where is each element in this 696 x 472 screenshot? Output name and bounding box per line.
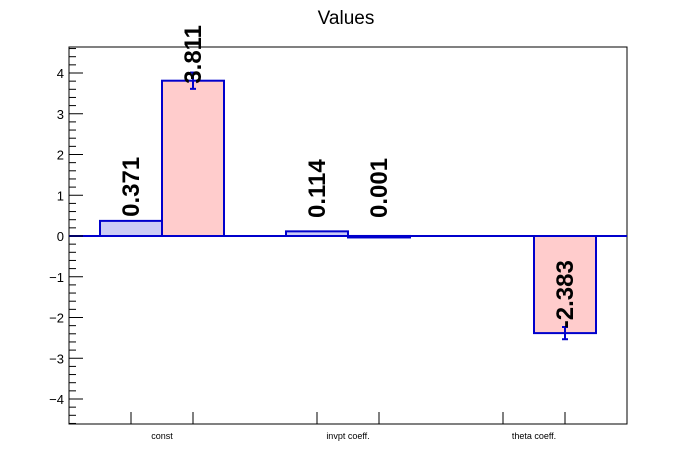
data-label: -2.383 <box>552 260 579 328</box>
bar <box>99 219 163 237</box>
y-tick-label: −4 <box>49 392 64 407</box>
y-tick-label: 4 <box>57 66 64 81</box>
data-label: 0.114 <box>304 159 331 218</box>
bars-layer <box>99 79 597 335</box>
y-tick-label: 1 <box>57 188 64 203</box>
chart-title: Values <box>318 8 375 29</box>
x-tick-label: const <box>151 431 173 441</box>
error-bars-layer <box>190 71 568 341</box>
y-tick-label: 3 <box>57 107 64 122</box>
data-label: 3.811 <box>180 25 207 84</box>
x-tick-label: theta coeff. <box>512 431 556 441</box>
y-tick-label: −3 <box>49 351 64 366</box>
y-tick-label: −2 <box>49 311 64 326</box>
x-tick-label: invpt coeff. <box>326 431 369 441</box>
bar <box>161 79 225 237</box>
bar <box>533 235 597 335</box>
axes-layer: −4 −3 −2 −1 0 1 2 3 4 const invpt coeff. theta coef… <box>49 46 628 441</box>
data-label: 0.371 <box>118 157 145 217</box>
data-labels-layer: 0.371 0.114 3.811 0.001 -2.383 <box>118 25 579 328</box>
y-tick-label: −1 <box>49 270 64 285</box>
y-tick-label: 0 <box>57 229 64 244</box>
data-label: 0.001 <box>366 158 393 218</box>
y-tick-label: 2 <box>57 148 64 163</box>
